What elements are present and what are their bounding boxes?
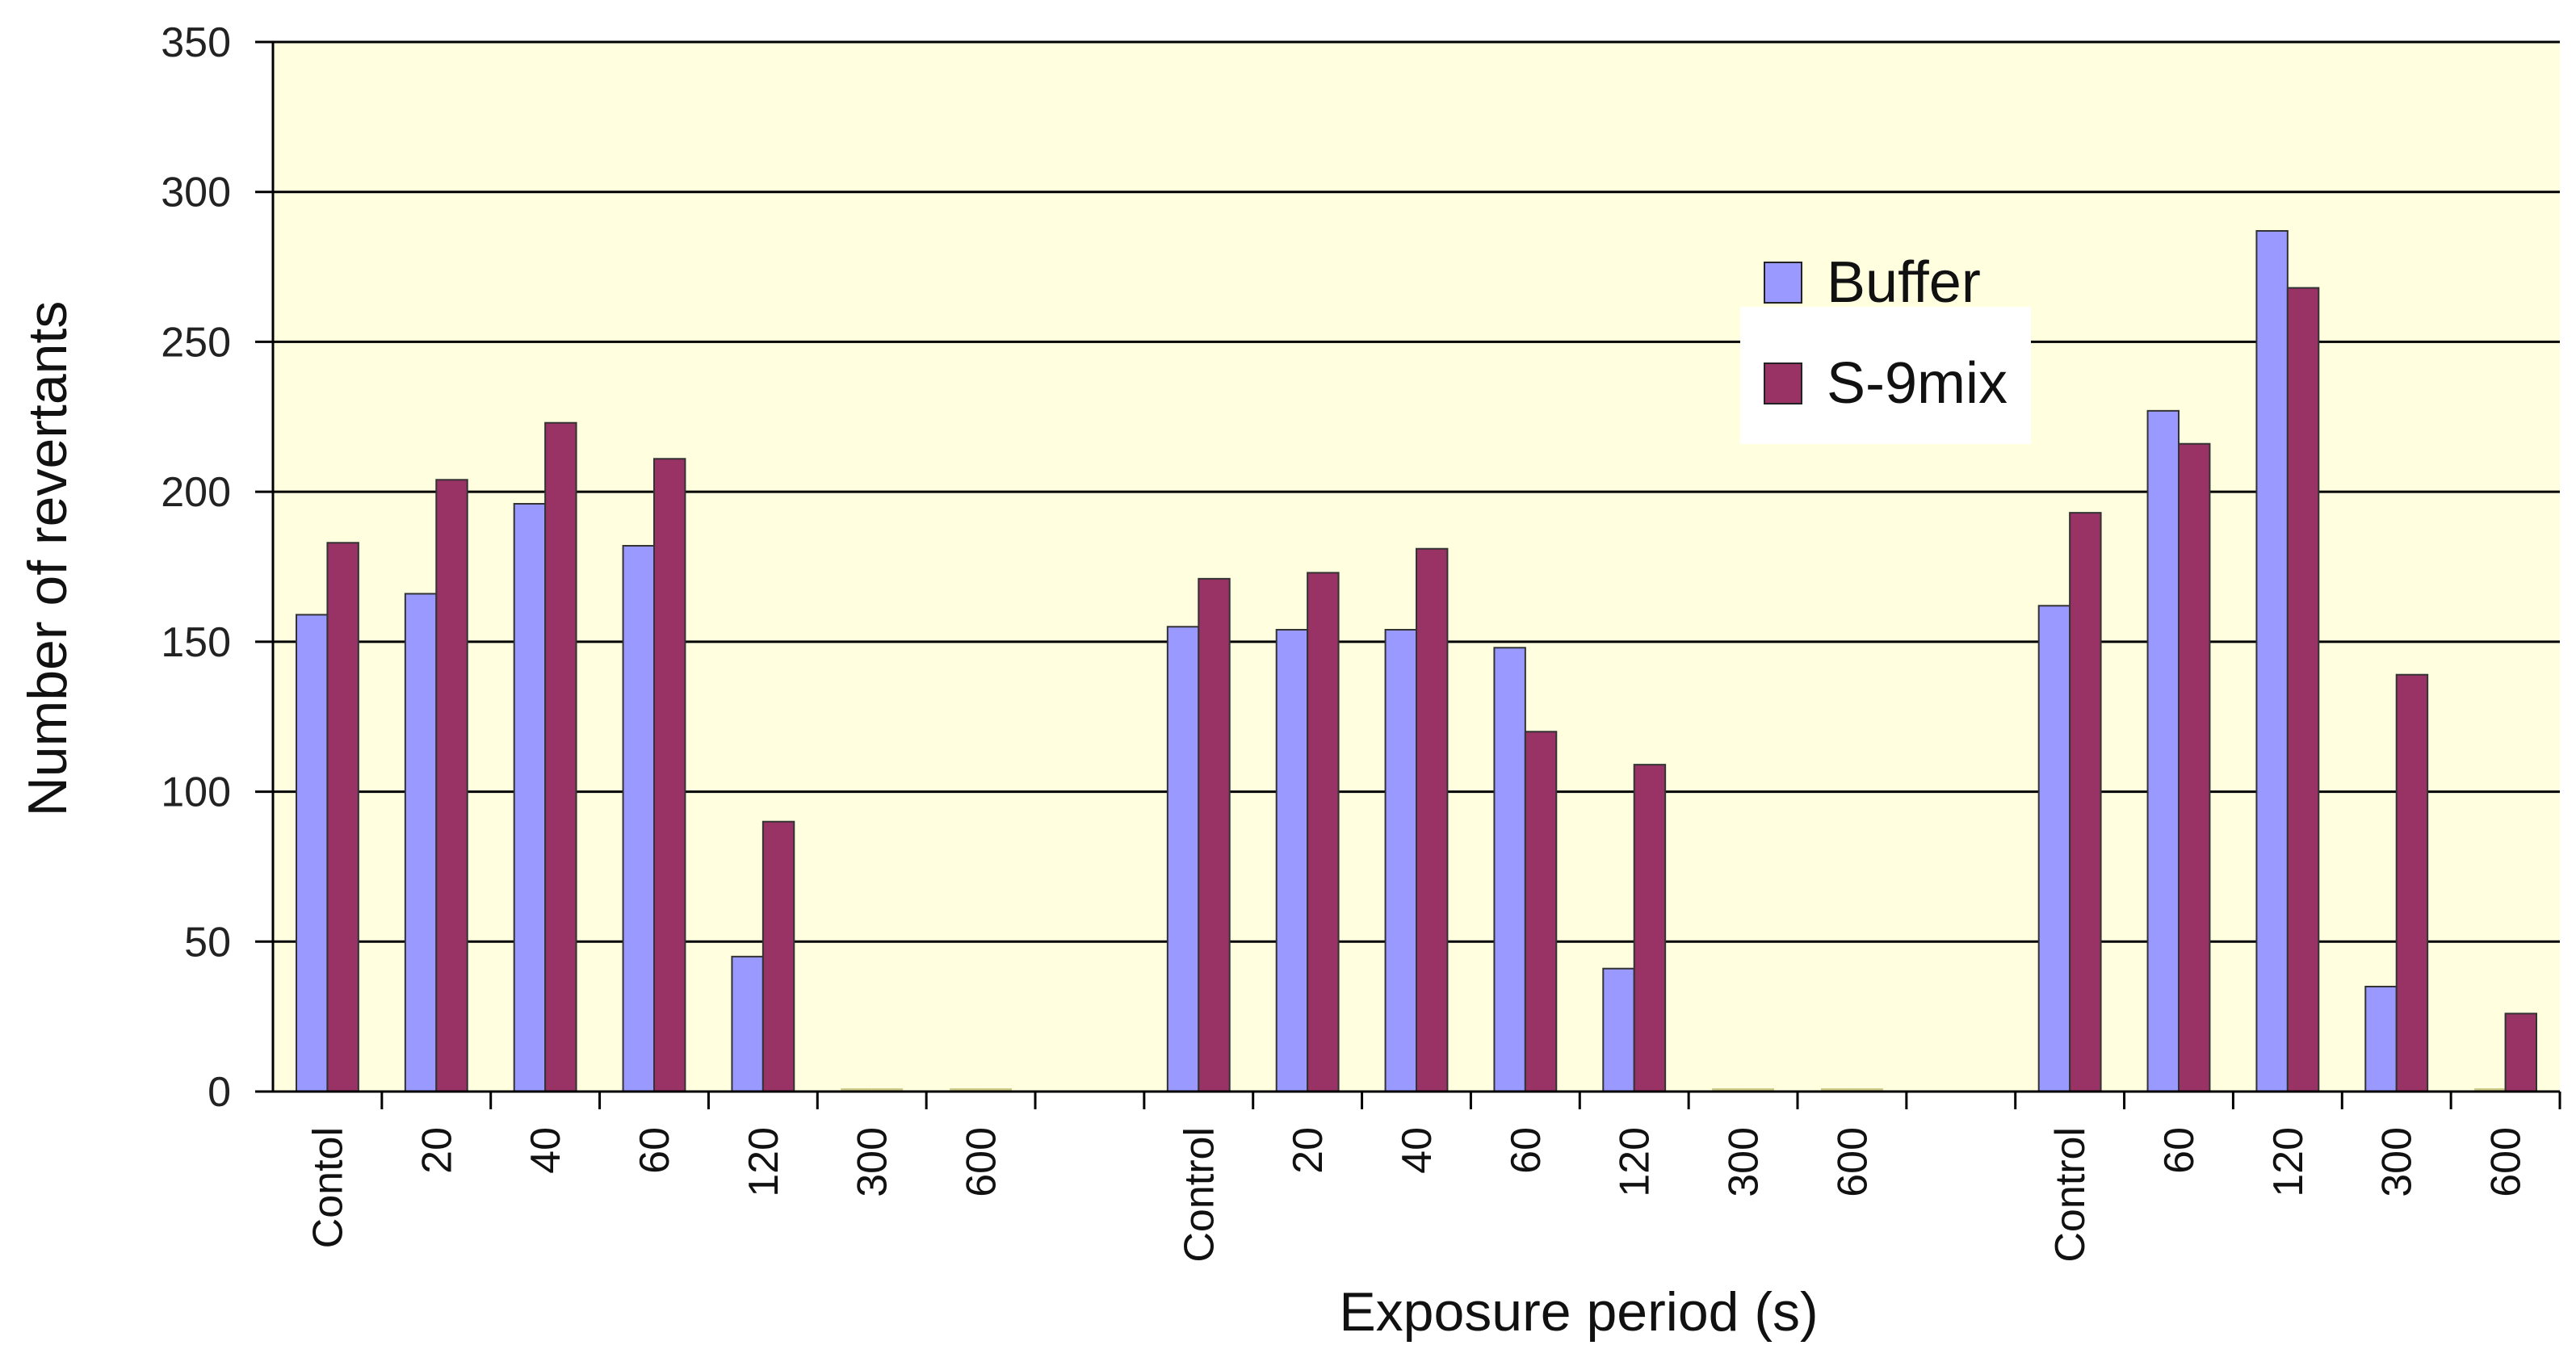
bar-buffer [1166, 626, 1200, 1092]
bar-buffer [2474, 1088, 2506, 1092]
bar-buffer [2146, 409, 2180, 1093]
x-tick-label: 40 [1394, 1127, 1441, 1174]
bar-s9mix [1633, 764, 1667, 1093]
bars [295, 230, 2538, 1093]
legend: Buffer S-9mix [1740, 250, 2031, 444]
bar-buffer [2037, 605, 2071, 1092]
x-axis-title: Exposure period (s) [1339, 1281, 1818, 1343]
x-tick-label: 600 [1829, 1127, 1876, 1197]
bar-s9mix [1307, 572, 1340, 1092]
bar-s9mix [2286, 287, 2320, 1093]
y-tick-labels: 0 50 100 150 200 250 300 350 [161, 19, 231, 1116]
bar-s9mix [2069, 512, 2102, 1092]
legend-swatch-buffer [1764, 262, 1802, 304]
x-tick-label: 20 [1285, 1127, 1332, 1174]
bar-buffer [622, 545, 656, 1092]
y-tick-label: 100 [161, 769, 231, 816]
bar-buffer [2255, 230, 2289, 1092]
bar-buffer [2364, 986, 2398, 1092]
y-tick-label: 300 [161, 170, 231, 216]
x-tick-label: 60 [1503, 1127, 1550, 1174]
x-tick-label: Contol [304, 1127, 351, 1248]
y-tick-label: 350 [161, 19, 231, 66]
bar-buffer [295, 614, 329, 1092]
bar-s9mix [2178, 442, 2211, 1092]
bar-s9mix [544, 421, 577, 1092]
bar-s9mix [435, 479, 468, 1092]
bar-buffer [841, 1088, 872, 1092]
x-tick-label: 120 [1612, 1127, 1659, 1197]
y-tick-label: 0 [208, 1069, 231, 1116]
x-tick-label: 40 [522, 1127, 569, 1174]
x-tick-label: 60 [2156, 1127, 2203, 1174]
legend-label-buffer: Buffer [1827, 250, 1981, 315]
bar-s9mix [1852, 1088, 1883, 1092]
bar-s9mix [1416, 547, 1449, 1092]
bar-s9mix [1743, 1088, 1775, 1092]
y-tick-label: 50 [184, 919, 231, 966]
bar-buffer [1712, 1088, 1743, 1092]
bar-buffer [1384, 629, 1417, 1092]
y-tick-label: 250 [161, 319, 231, 366]
bar-s9mix [980, 1088, 1013, 1092]
x-tick-label: 120 [740, 1127, 787, 1197]
x-tick-label: 600 [959, 1127, 1005, 1197]
x-tick-label: Control [2047, 1127, 2094, 1263]
x-tick-label: 300 [2374, 1127, 2421, 1197]
x-tick-labels: Contol 20 40 60 120 300 600 Control 20 40 60 120 300… [304, 1127, 2529, 1263]
bar-s9mix [2504, 1012, 2538, 1093]
bar-buffer [513, 503, 547, 1092]
y-axis-title: Number of revertants [17, 301, 78, 817]
bar-buffer [404, 593, 438, 1092]
x-tick-label: 120 [2265, 1127, 2312, 1197]
x-tick-label: 20 [413, 1127, 460, 1174]
legend-swatch-s9mix [1764, 363, 1802, 404]
bar-buffer [950, 1088, 981, 1092]
bar-s9mix [1198, 577, 1231, 1092]
bar-s9mix [653, 458, 686, 1092]
bar-s9mix [1524, 731, 1558, 1092]
x-tick-label: 300 [850, 1127, 896, 1197]
bar-s9mix [326, 542, 359, 1092]
bar-buffer [1602, 967, 1635, 1092]
bar-s9mix [2395, 673, 2429, 1092]
bar-buffer [1493, 647, 1526, 1092]
axes [255, 40, 2561, 1109]
x-tick-label: Control [1176, 1127, 1223, 1263]
bar-s9mix [871, 1088, 904, 1092]
y-tick-label: 150 [161, 619, 231, 666]
legend-label-s9mix: S-9mix [1827, 351, 2008, 416]
x-tick-label: 300 [1721, 1127, 1768, 1197]
bar-buffer [1820, 1088, 1852, 1092]
x-tick-label: 60 [631, 1127, 678, 1174]
bar-buffer [731, 955, 764, 1093]
y-tick-label: 200 [161, 469, 231, 516]
x-tick-label: 600 [2483, 1127, 2530, 1197]
bar-buffer [1275, 629, 1309, 1092]
bar-s9mix [761, 820, 795, 1092]
